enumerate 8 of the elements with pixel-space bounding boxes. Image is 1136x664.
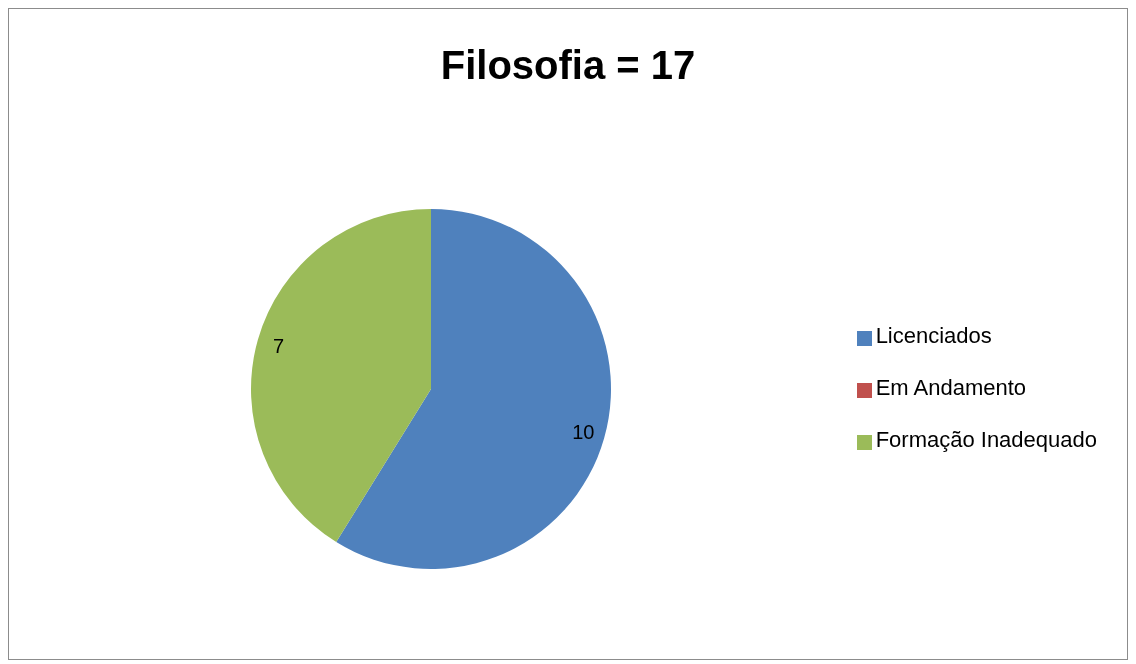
pie-slice: [251, 209, 431, 543]
legend-label: Formação Inadequado: [875, 427, 1097, 452]
legend-label: Em Andamento: [875, 375, 1027, 400]
data-label: 10: [572, 421, 595, 444]
data-label: 7: [273, 334, 285, 357]
chart-title: Filosofia = 17: [439, 43, 697, 88]
legend-label: Licenciados: [875, 323, 992, 348]
pie-slice: [336, 209, 611, 569]
